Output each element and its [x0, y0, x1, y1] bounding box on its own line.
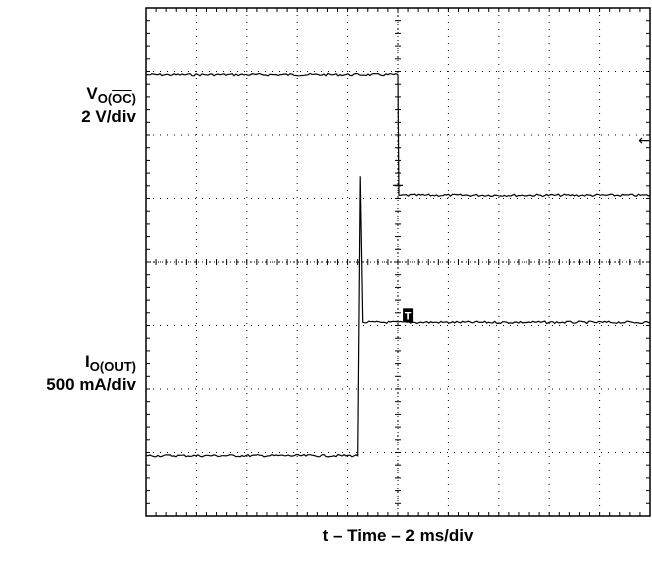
- trigger-marker: T: [405, 310, 412, 322]
- graticule: [146, 8, 650, 516]
- ch1-name: VO(OC): [86, 84, 136, 106]
- ch2-name: IO(OUT): [85, 352, 136, 374]
- ch1-scale: 2 V/div: [81, 106, 136, 126]
- trigger-level-arrow: ←: [638, 133, 650, 149]
- markers: T←: [393, 133, 650, 323]
- ch2-label: IO(OUT) 500 mA/div: [0, 352, 136, 394]
- trace-series-2: [146, 176, 651, 458]
- traces: [146, 72, 651, 458]
- x-axis-label: t – Time – 2 ms/div: [322, 526, 474, 545]
- trigger-marker-box: [403, 308, 414, 323]
- trace-series-1: [146, 72, 651, 198]
- ch1-label: VO(OC) 2 V/div: [20, 84, 136, 126]
- ch2-scale: 500 mA/div: [46, 374, 136, 394]
